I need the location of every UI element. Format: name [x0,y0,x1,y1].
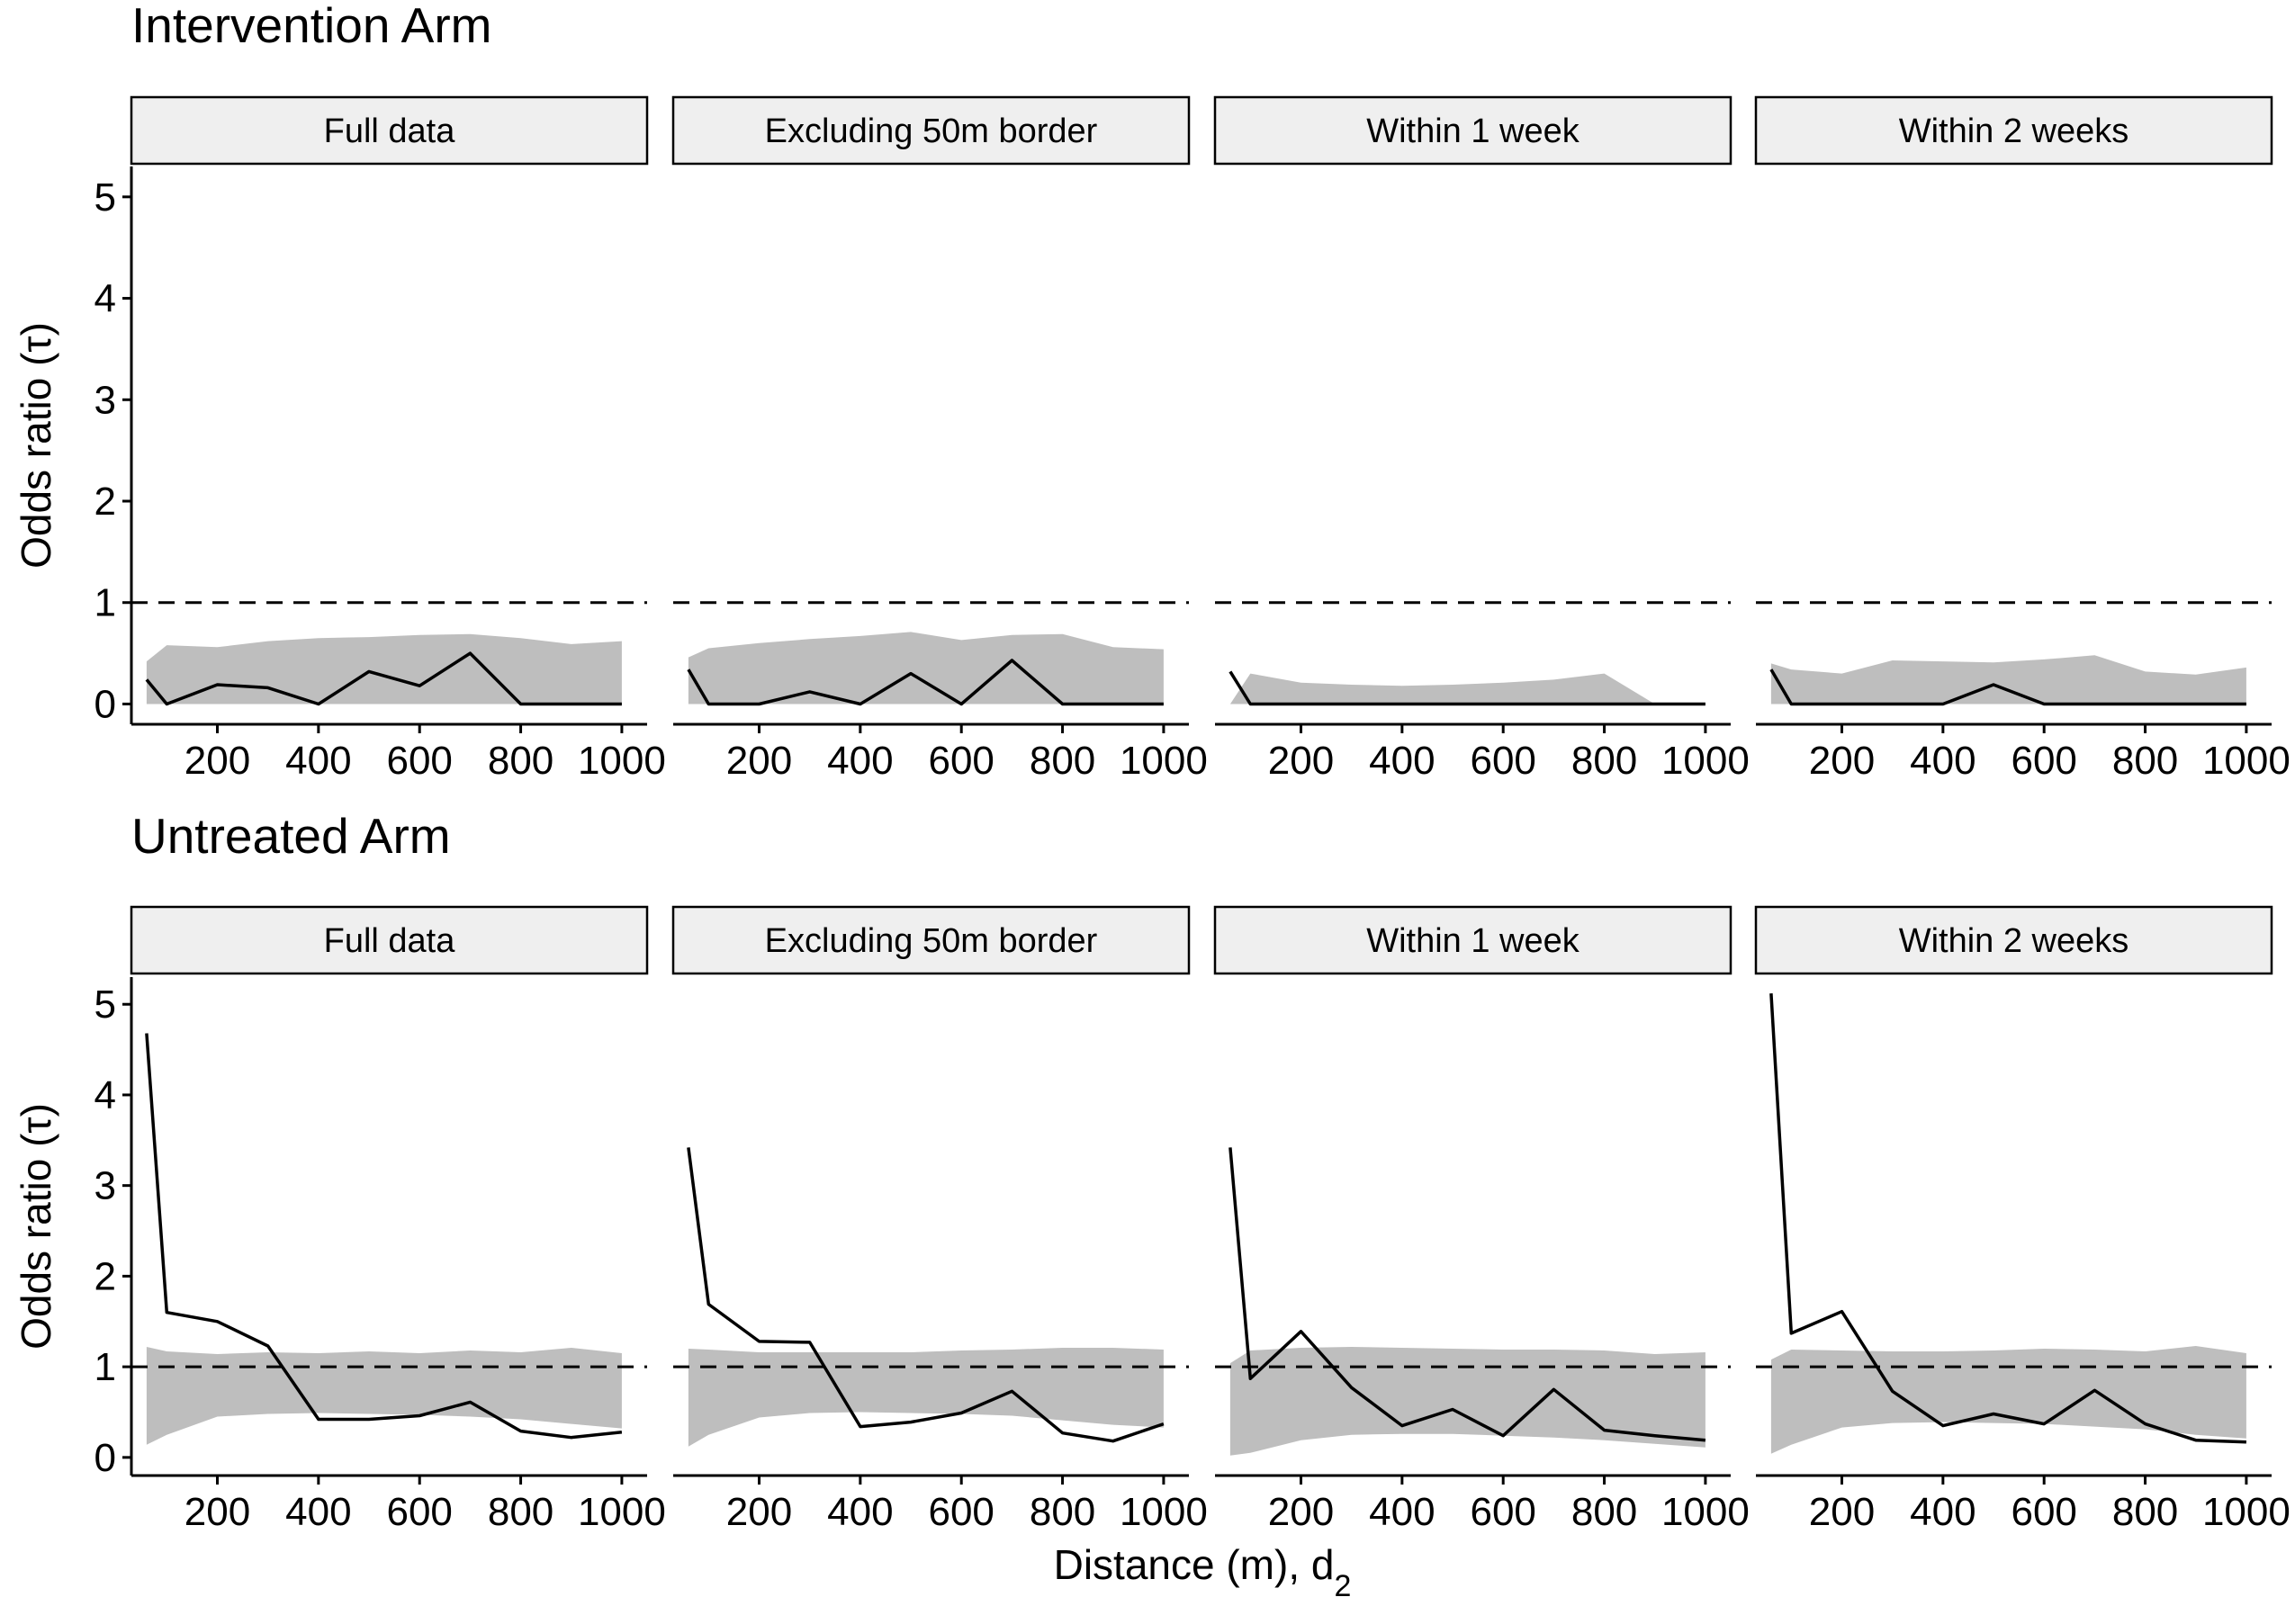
x-tick-label-1-0-800: 800 [488,1490,554,1534]
y-tick-label-0-5: 5 [94,175,116,220]
x-tick-label-0-0-600: 600 [386,739,452,783]
x-tick-label-0-0-800: 800 [488,739,554,783]
confidence-band-1-0 [146,1347,622,1445]
x-axis-title: Distance (m), d2 [1054,1541,1352,1603]
y-tick-label-1-0: 0 [94,1436,116,1480]
strip-label-0-0: Full data [324,112,456,150]
x-tick-label-1-2-400: 400 [1369,1490,1435,1534]
strip-1-0 [130,905,649,975]
strip-0-2 [1213,95,1732,166]
odds-ratio-line-1-2 [1228,1147,1706,1442]
row-title-0: Intervention Arm [131,0,491,53]
strip-1-2 [1213,905,1732,975]
x-tick-label-1-3-1000: 1000 [2202,1490,2290,1534]
x-tick-label-1-2-1000: 1000 [1661,1490,1750,1534]
x-tick-label-1-0-400: 400 [285,1490,351,1534]
confidence-band-0-1 [688,632,1164,704]
strip-label-0-2: Within 1 week [1366,112,1580,150]
x-tick-label-0-0-400: 400 [285,739,351,783]
y-tick-label-0-4: 4 [94,277,116,321]
x-tick-label-0-3-600: 600 [2011,739,2076,783]
x-tick-label-0-1-1000: 1000 [1120,739,1208,783]
strip-label-0-3: Within 2 weeks [1899,112,2129,150]
x-tick-label-0-2-1000: 1000 [1661,739,1750,783]
x-tick-label-0-1-600: 600 [928,739,994,783]
confidence-band-1-2 [1229,1347,1706,1456]
y-tick-label-1-5: 5 [94,982,116,1027]
x-tick-label-0-0-1000: 1000 [578,739,666,783]
x-tick-label-1-2-800: 800 [1571,1490,1637,1534]
strip-label-0-1: Excluding 50m border [765,112,1098,150]
x-tick-label-1-0-1000: 1000 [578,1490,666,1534]
x-tick-label-0-2-400: 400 [1369,739,1435,783]
confidence-band-0-2 [1229,673,1706,704]
x-tick-label-0-3-400: 400 [1910,739,1976,783]
strip-1-3 [1754,905,2273,975]
y-tick-label-1-2: 2 [94,1254,116,1298]
strip-label-1-2: Within 1 week [1366,922,1580,960]
y-tick-label-0-0: 0 [94,682,116,726]
x-tick-label-0-3-200: 200 [1809,739,1875,783]
strip-label-1-3: Within 2 weeks [1899,922,2129,960]
confidence-band-0-3 [1770,655,2246,704]
y-axis-title-0: Odds ratio (τ) [13,322,59,569]
odds-ratio-line-1-3 [1769,992,2246,1444]
y-tick-label-0-1: 1 [94,581,116,625]
x-tick-label-1-1-200: 200 [726,1490,792,1534]
y-tick-label-0-3: 3 [94,378,116,422]
x-tick-label-1-0-200: 200 [184,1490,250,1534]
strip-0-3 [1754,95,2273,166]
x-tick-label-0-1-400: 400 [827,739,893,783]
x-tick-label-0-3-800: 800 [2112,739,2178,783]
strip-label-1-1: Excluding 50m border [765,922,1098,960]
y-tick-label-1-1: 1 [94,1345,116,1389]
x-tick-label-0-1-200: 200 [726,739,792,783]
y-tick-label-0-2: 2 [94,480,116,524]
x-tick-label-0-1-800: 800 [1030,739,1095,783]
odds-ratio-line-1-0 [145,1033,623,1440]
y-tick-label-1-3: 3 [94,1164,116,1208]
confidence-band-1-1 [688,1348,1164,1447]
odds-ratio-line-0-3 [1769,668,2246,706]
x-tick-label-1-3-800: 800 [2112,1490,2178,1534]
y-tick-label-1-4: 4 [94,1073,116,1117]
confidence-band-1-3 [1770,1346,2246,1454]
x-tick-label-0-2-800: 800 [1571,739,1637,783]
odds-ratio-line-1-1 [687,1147,1165,1443]
x-tick-label-1-1-400: 400 [827,1490,893,1534]
odds-ratio-line-0-1 [687,659,1164,706]
x-tick-label-1-0-600: 600 [386,1490,452,1534]
row-title-1: Untreated Arm [131,808,451,864]
x-tick-label-0-2-200: 200 [1268,739,1334,783]
x-tick-label-0-3-1000: 1000 [2202,739,2290,783]
confidence-band-0-0 [146,633,622,704]
strip-0-1 [671,95,1191,166]
x-tick-label-1-1-1000: 1000 [1120,1490,1208,1534]
strip-0-0 [130,95,649,166]
odds-ratio-line-0-2 [1228,670,1706,706]
x-tick-label-1-3-600: 600 [2011,1490,2076,1534]
odds-ratio-line-0-0 [145,651,622,706]
x-tick-label-1-2-600: 600 [1470,1490,1535,1534]
x-tick-label-1-1-800: 800 [1030,1490,1095,1534]
strip-1-1 [671,905,1191,975]
x-tick-label-0-2-600: 600 [1470,739,1535,783]
x-tick-label-1-1-600: 600 [928,1490,994,1534]
x-tick-label-0-0-200: 200 [184,739,250,783]
x-tick-label-1-2-200: 200 [1268,1490,1334,1534]
x-tick-label-1-3-400: 400 [1910,1490,1976,1534]
strip-label-1-0: Full data [324,922,456,960]
x-axis-title-subscript: 2 [1334,1569,1351,1603]
x-tick-label-1-3-200: 200 [1809,1490,1875,1534]
y-axis-title-1: Odds ratio (τ) [13,1103,59,1350]
